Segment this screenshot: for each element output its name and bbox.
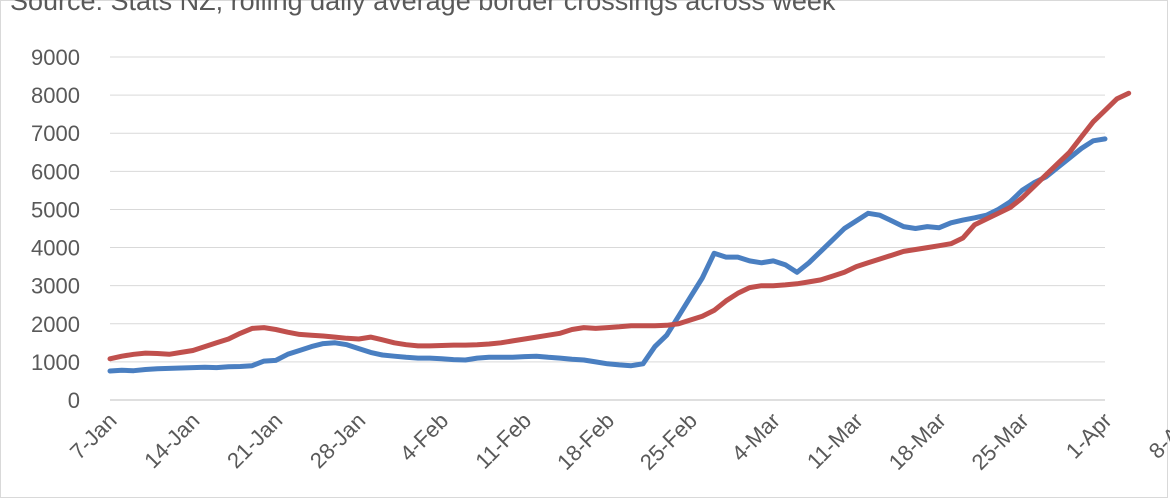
y-tick-label: 7000 [31,121,80,146]
x-tick-label: 14-Jan [139,408,204,473]
y-tick-label: 4000 [31,236,80,261]
y-tick-label: 1000 [31,350,80,375]
x-tick-label: 11-Feb [470,408,536,474]
x-tick-label: 4-Feb [395,408,453,466]
y-tick-label: 8000 [31,83,80,108]
x-tick-label: 21-Jan [222,408,287,473]
y-tick-label: 9000 [31,45,80,70]
x-tick-label: 28-Jan [305,408,370,473]
series-line-2 [107,90,1132,362]
x-tick-label: 18-Mar [884,408,951,475]
y-tick-label: 6000 [31,159,80,184]
gridlines [110,56,1105,401]
x-tick-label: 25-Mar [967,408,1034,475]
y-tick-label: 3000 [31,274,80,299]
x-tick-label: 8-Apr [1144,408,1170,464]
x-tick-label: 18-Feb [552,408,619,475]
x-tick-label: 4-Mar [727,408,785,466]
y-tick-label: 2000 [31,312,80,337]
x-tick-label: 25-Feb [635,408,702,475]
series-lines [107,90,1132,374]
chart-subtitle: Source: Stats NZ, rolling daily average … [10,0,836,16]
series-line-1 [107,136,1108,374]
x-tick-label: 1-Apr [1061,408,1117,464]
y-tick-label: 0 [68,388,80,413]
x-tick-label: 7-Jan [65,408,122,465]
y-tick-label: 5000 [31,197,80,222]
x-tick-label: 11-Mar [802,408,868,474]
x-axis-ticks: 7-Jan 14-Jan 21-Jan 28-Jan 4-Feb 11-Feb 18-Feb… [65,408,1170,475]
y-axis-ticks: 0 1000 2000 3000 4000 5000 6000 7000 8000 9000 [31,45,80,413]
